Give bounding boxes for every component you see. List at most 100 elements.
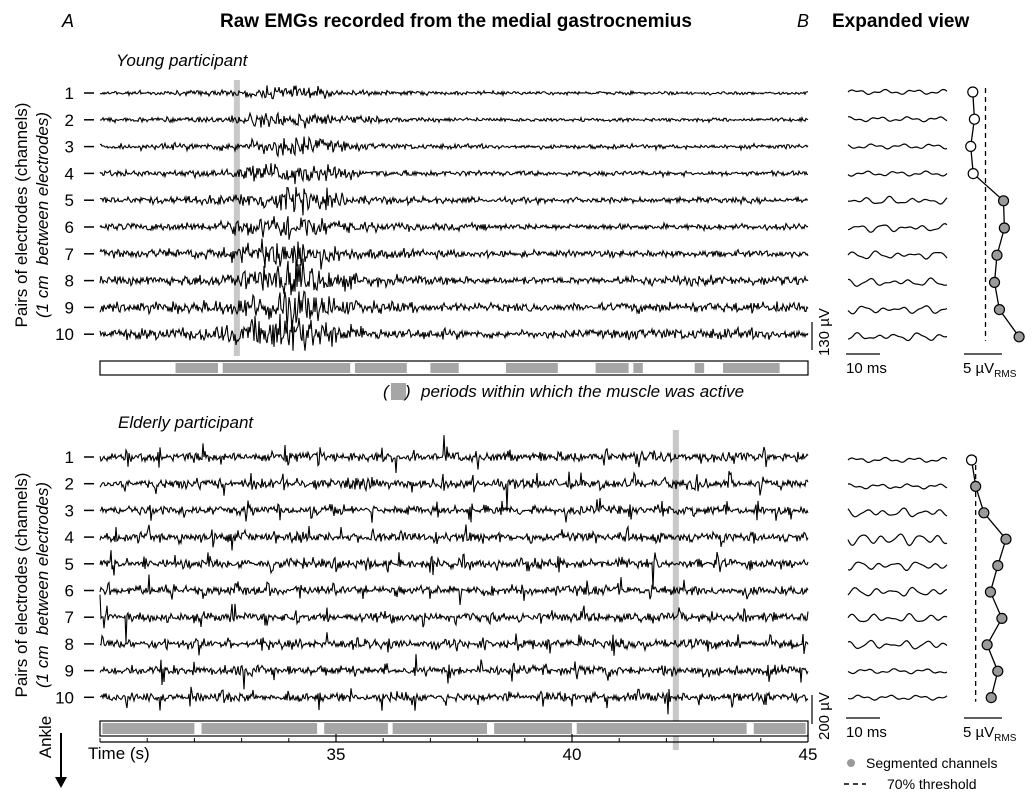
time-scale-label: 10 ms (846, 360, 887, 377)
emg-trace (99, 594, 809, 643)
active-period (576, 723, 747, 734)
active-period (595, 363, 629, 373)
emg-trace (99, 111, 809, 129)
young-subtitle: Young participant (116, 51, 249, 70)
rms-point (997, 195, 1010, 207)
young-ylabel-line1: Pairs of electrodes (channels) (12, 103, 31, 328)
rms-point (970, 480, 982, 492)
time-scale-label: 10 ms (846, 724, 887, 741)
time-axis-label: Time (s) (88, 744, 150, 763)
emg-trace (99, 85, 809, 100)
emg-trace (99, 313, 809, 351)
expanded-trace (847, 533, 948, 547)
active-period (723, 363, 780, 373)
emg-trace (99, 550, 809, 590)
elderly-ylabel-line2b: between electrodes) (33, 482, 52, 635)
time-axis: 35 40 45 (99, 734, 818, 764)
channel-label: 10 (55, 688, 74, 707)
emg-trace (99, 186, 809, 216)
channel-label: 5 (65, 191, 74, 210)
segmented-legend-label: Segmented channels (866, 755, 998, 771)
rms-point (968, 113, 981, 125)
rms-point (1000, 533, 1012, 545)
young-ylabel-line2a: (1 cm (33, 276, 52, 319)
emg-trace (99, 686, 809, 715)
highlight-band (233, 80, 240, 356)
expanded-trace (847, 305, 948, 315)
expanded-trace (847, 170, 948, 177)
emg-trace (99, 470, 809, 510)
channel-label: 4 (65, 164, 74, 183)
elderly-ylabel-line1: Pairs of electrodes (channels) (12, 473, 31, 698)
channel-label: 9 (65, 662, 74, 681)
expanded-elderly: 10 ms 5 µVRMS (846, 454, 1017, 744)
channel-label: 1 (65, 84, 74, 103)
rms-point (984, 586, 997, 598)
active-period (430, 363, 459, 373)
active-period (354, 363, 407, 373)
figure-title: Raw EMGs recorded from the medial gastro… (220, 11, 692, 32)
rms-point (992, 665, 1004, 677)
rms-point (1013, 331, 1025, 343)
expanded-trace (847, 586, 948, 597)
rms-point (988, 276, 1001, 288)
elderly-amplitude-scale: 200 µV (816, 692, 833, 740)
emg-trace (99, 238, 809, 270)
active-legend-swatch (391, 383, 406, 400)
channel-label: 6 (65, 582, 74, 601)
expanded-trace (847, 116, 948, 123)
expanded-view-title: Expanded view (832, 11, 969, 32)
segmented-legend-marker (847, 759, 855, 767)
active-legend-label: periods within which the muscle was acti… (420, 382, 744, 401)
rms-point (992, 559, 1004, 572)
rms-point (965, 454, 978, 466)
ankle-label: Ankle (36, 716, 55, 759)
expanded-trace (847, 612, 948, 623)
elderly-subtitle: Elderly participant (118, 413, 254, 432)
emg-trace (99, 524, 809, 551)
channel-label: 2 (65, 111, 74, 130)
active-period (102, 723, 195, 734)
rms-point (965, 140, 977, 152)
channel-label: 7 (65, 245, 74, 264)
emg-trace (99, 654, 809, 690)
expanded-trace (847, 195, 948, 205)
expanded-trace (847, 668, 948, 675)
time-tick-label: 40 (563, 745, 582, 764)
channel-label: 5 (65, 555, 74, 574)
channel-label: 8 (65, 272, 74, 291)
active-paren-close: ) (403, 382, 411, 401)
panel-b-label: B (797, 11, 809, 31)
rms-scale-label: 5 µVRMS (963, 360, 1017, 380)
emg-trace (99, 258, 809, 296)
expanded-trace (847, 332, 948, 342)
emg-trace (99, 498, 809, 523)
rms-profile-line (970, 91, 1020, 338)
expanded-trace (847, 222, 948, 233)
young-ylabel-line2b: between electrodes) (33, 112, 52, 265)
emg-trace (99, 574, 809, 606)
time-tick-label: 45 (799, 745, 818, 764)
active-period (175, 363, 218, 373)
expanded-trace (847, 456, 948, 464)
emg-trace (99, 435, 809, 474)
active-period (201, 723, 318, 734)
channel-label: 2 (65, 475, 74, 494)
expanded-trace (847, 143, 948, 150)
young-traces: 1 2 3 4 5 6 7 8 9 10 (55, 80, 809, 376)
active-period (633, 363, 643, 373)
active-paren-open: ( (383, 382, 391, 401)
channel-label: 7 (65, 608, 74, 627)
expanded-young: 10 ms 5 µVRMS (846, 86, 1025, 380)
active-period (753, 723, 806, 734)
channel-label: 8 (65, 635, 74, 654)
threshold-legend-label: 70% threshold (887, 776, 977, 792)
elderly-ylabel-line2a: (1 cm (33, 646, 52, 689)
elderly-ylabel-line2: (1 cm between electrodes) (33, 482, 52, 688)
active-period (392, 723, 488, 734)
expanded-trace (847, 507, 948, 518)
rms-point (967, 86, 979, 98)
channel-label: 10 (55, 325, 74, 344)
active-period (694, 363, 705, 373)
